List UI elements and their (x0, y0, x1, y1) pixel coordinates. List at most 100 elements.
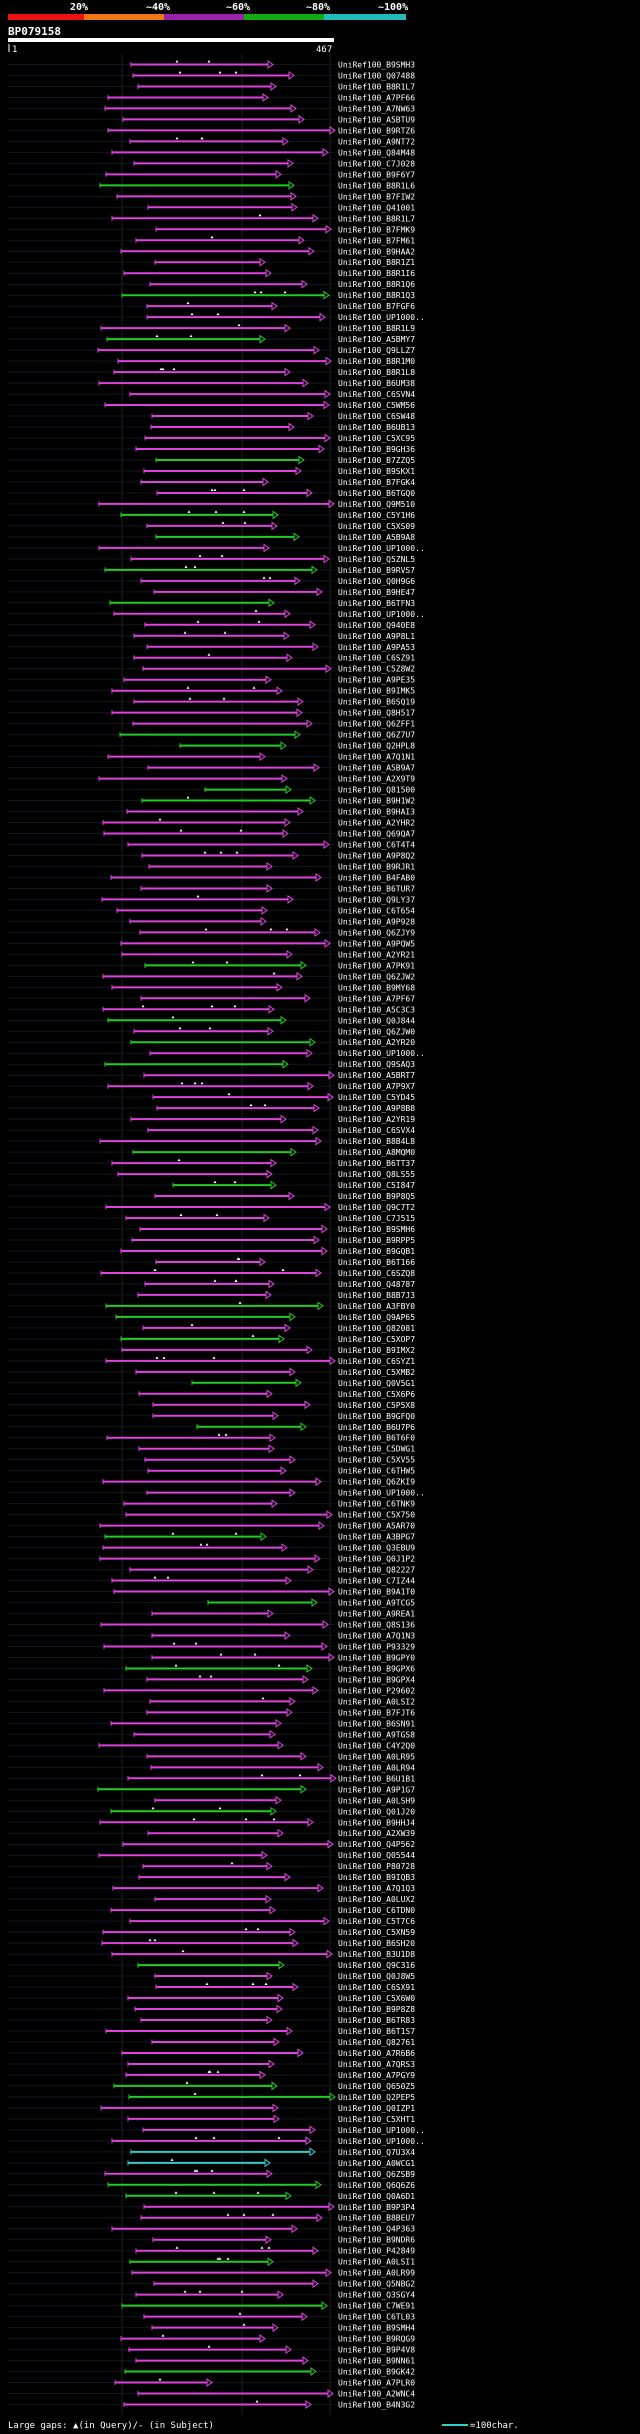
hit-label[interactable]: UniRef100_A5AR70 (338, 1522, 415, 1531)
hit-label[interactable]: UniRef100_B9GQB1 (338, 1247, 415, 1256)
hit-row[interactable]: UniRef100_Q6Z7U7 (8, 730, 415, 740)
hit-row[interactable]: UniRef100_A0LUX2 (8, 1894, 415, 1904)
hit-label[interactable]: UniRef100_B6TR83 (338, 2016, 415, 2025)
hit-row[interactable]: UniRef100_C7WE91 (8, 2301, 415, 2311)
hit-label[interactable]: UniRef100_A9P8Q2 (338, 851, 415, 860)
hit-label[interactable]: UniRef100_C5XN59 (338, 1928, 415, 1937)
hit-label[interactable]: UniRef100_C6TNK9 (338, 1500, 415, 1509)
hit-label[interactable]: UniRef100_A2YHR2 (338, 819, 415, 828)
hit-label[interactable]: UniRef100_C7J515 (338, 1214, 415, 1223)
hit-row[interactable]: UniRef100_B6U1B1 (8, 1773, 415, 1784)
hit-row[interactable]: UniRef100_Q8LS55 (8, 1169, 415, 1179)
hit-row[interactable]: UniRef100_B7FMK9 (8, 224, 415, 234)
hit-row[interactable]: UniRef100_A9P928 (8, 916, 415, 926)
hit-label[interactable]: UniRef100_Q9AP65 (338, 1313, 415, 1322)
hit-label[interactable]: UniRef100_A5B9A8 (338, 533, 415, 542)
hit-row[interactable]: UniRef100_C5XOP7 (8, 1334, 415, 1344)
hit-label[interactable]: UniRef100_C7IZ44 (338, 1577, 415, 1586)
hit-row[interactable]: UniRef100_C6TL03 (8, 2312, 415, 2322)
hit-row[interactable]: UniRef100_Q3EBU9 (8, 1543, 415, 1553)
hit-row[interactable]: UniRef100_B9MY68 (8, 982, 415, 992)
hit-row[interactable]: UniRef100_Q9C7T2 (8, 1202, 415, 1212)
hit-label[interactable]: UniRef100_B7FIW2 (338, 192, 415, 201)
hit-row[interactable]: UniRef100_B6TFN3 (8, 598, 415, 608)
hit-row[interactable]: UniRef100_C6SVX4 (8, 1125, 415, 1135)
hit-label[interactable]: UniRef100_A2XW39 (338, 1829, 415, 1838)
hit-label[interactable]: UniRef100_B9RPP5 (338, 1236, 415, 1245)
hit-label[interactable]: UniRef100_B6TFN3 (338, 599, 415, 608)
hit-label[interactable]: UniRef100_B9GK42 (338, 2368, 415, 2377)
hit-label[interactable]: UniRef100_B8R1M0 (338, 357, 415, 366)
hit-label[interactable]: UniRef100_B7FMK9 (338, 225, 415, 234)
hit-row[interactable]: UniRef100_C6SZ91 (8, 653, 415, 663)
hit-row[interactable]: UniRef100_C5XC95 (8, 433, 415, 443)
hit-label[interactable]: UniRef100_Q48787 (338, 1280, 415, 1289)
hit-label[interactable]: UniRef100_A0LR94 (338, 1763, 415, 1772)
hit-label[interactable]: UniRef100_A7PK91 (338, 961, 415, 970)
hit-label[interactable]: UniRef100_UP1000.. (338, 544, 425, 553)
hit-label[interactable]: UniRef100_A5BRT7 (338, 1071, 415, 1080)
hit-row[interactable]: UniRef100_UP1000.. (8, 2136, 425, 2146)
hit-row[interactable]: UniRef100_C5X750 (8, 1510, 415, 1520)
hit-label[interactable]: UniRef100_P93329 (338, 1642, 415, 1651)
hit-row[interactable]: UniRef100_Q6ZKI9 (8, 1477, 415, 1487)
hit-label[interactable]: UniRef100_B6UM38 (338, 379, 415, 388)
hit-label[interactable]: UniRef100_UP1000.. (338, 610, 425, 619)
hit-row[interactable]: UniRef100_Q01J20 (8, 1806, 415, 1817)
hit-label[interactable]: UniRef100_A2X9T9 (338, 775, 415, 784)
hit-row[interactable]: UniRef100_B6TR83 (8, 2015, 415, 2025)
hit-label[interactable]: UniRef100_A2YR20 (338, 1038, 415, 1047)
hit-row[interactable]: UniRef100_B8R1L9 (8, 323, 415, 334)
hit-row[interactable]: UniRef100_A7PGY9 (8, 2070, 415, 2080)
hit-row[interactable]: UniRef100_Q6ZJW2 (8, 971, 415, 982)
hit-label[interactable]: UniRef100_A9REA1 (338, 1610, 415, 1619)
hit-row[interactable]: UniRef100_Q0A6D1 (8, 2191, 415, 2201)
hit-row[interactable]: UniRef100_B8R1L7 (8, 82, 415, 91)
hit-row[interactable]: UniRef100_C6SYZ1 (8, 1356, 415, 1366)
hit-row[interactable]: UniRef100_C6SX91 (8, 1982, 415, 1993)
hit-row[interactable]: UniRef100_B7FGK4 (8, 477, 415, 487)
hit-label[interactable]: UniRef100_C6T4T4 (338, 840, 415, 849)
hit-row[interactable]: UniRef100_Q07488 (8, 70, 415, 81)
hit-label[interactable]: UniRef100_Q8LS55 (338, 1170, 415, 1179)
hit-label[interactable]: UniRef100_C4Y2Q0 (338, 1741, 415, 1750)
hit-row[interactable]: UniRef100_A7R6B6 (8, 2048, 415, 2058)
hit-row[interactable]: UniRef100_B8B7J3 (8, 1290, 415, 1300)
hit-row[interactable]: UniRef100_B7ZZQ5 (8, 455, 415, 465)
hit-label[interactable]: UniRef100_C6SX91 (338, 1983, 415, 1992)
hit-label[interactable]: UniRef100_B9P8Q5 (338, 1192, 415, 1201)
hit-row[interactable]: UniRef100_Q940E8 (8, 620, 415, 630)
hit-row[interactable]: UniRef100_B9P8Q5 (8, 1191, 415, 1201)
hit-row[interactable]: UniRef100_B8R1L8 (8, 367, 415, 378)
hit-row[interactable]: UniRef100_Q9LLZ7 (8, 345, 415, 355)
hit-label[interactable]: UniRef100_B9F6Y7 (338, 170, 415, 179)
hit-label[interactable]: UniRef100_Q8H517 (338, 709, 415, 718)
hit-row[interactable]: UniRef100_A9PQW5 (8, 938, 415, 948)
hit-row[interactable]: UniRef100_P93329 (8, 1641, 415, 1652)
hit-row[interactable]: UniRef100_C5DWG1 (8, 1444, 415, 1454)
hit-row[interactable]: UniRef100_Q3SGY4 (8, 2290, 415, 2300)
hit-row[interactable]: UniRef100_B6T6F0 (8, 1433, 415, 1443)
hit-label[interactable]: UniRef100_A8MQM0 (338, 1148, 415, 1157)
hit-row[interactable]: UniRef100_A2WNC4 (8, 2389, 415, 2399)
hit-row[interactable]: UniRef100_Q9SAQ3 (8, 1059, 415, 1069)
hit-label[interactable]: UniRef100_Q0A6D1 (338, 2192, 415, 2201)
hit-row[interactable]: UniRef100_C6TNK9 (8, 1499, 415, 1509)
hit-row[interactable]: UniRef100_A0LR95 (8, 1751, 415, 1761)
hit-row[interactable]: UniRef100_A9PA53 (8, 642, 415, 652)
hit-row[interactable]: UniRef100_C5Y1H6 (8, 510, 415, 520)
hit-label[interactable]: UniRef100_A7QRS3 (338, 2060, 415, 2069)
hit-row[interactable]: UniRef100_C6SW48 (8, 411, 415, 421)
hit-row[interactable]: UniRef100_C7IZ44 (8, 1576, 415, 1586)
hit-row[interactable]: UniRef100_B6T1S7 (8, 2026, 415, 2036)
hit-row[interactable]: UniRef100_Q0J844 (8, 1015, 415, 1026)
hit-row[interactable]: UniRef100_Q84M48 (8, 147, 415, 157)
hit-label[interactable]: UniRef100_Q0J8W5 (338, 1972, 415, 1981)
hit-row[interactable]: UniRef100_B6UM38 (8, 378, 415, 388)
hit-row[interactable]: UniRef100_A7PK91 (8, 960, 415, 971)
hit-label[interactable]: UniRef100_A0LR99 (338, 2269, 415, 2278)
hit-label[interactable]: UniRef100_B9P4V8 (338, 2346, 415, 2355)
hit-row[interactable]: UniRef100_A0LSI1 (8, 2257, 415, 2267)
hit-row[interactable]: UniRef100_B6SQ19 (8, 697, 415, 707)
hit-label[interactable]: UniRef100_Q82227 (338, 1566, 415, 1575)
